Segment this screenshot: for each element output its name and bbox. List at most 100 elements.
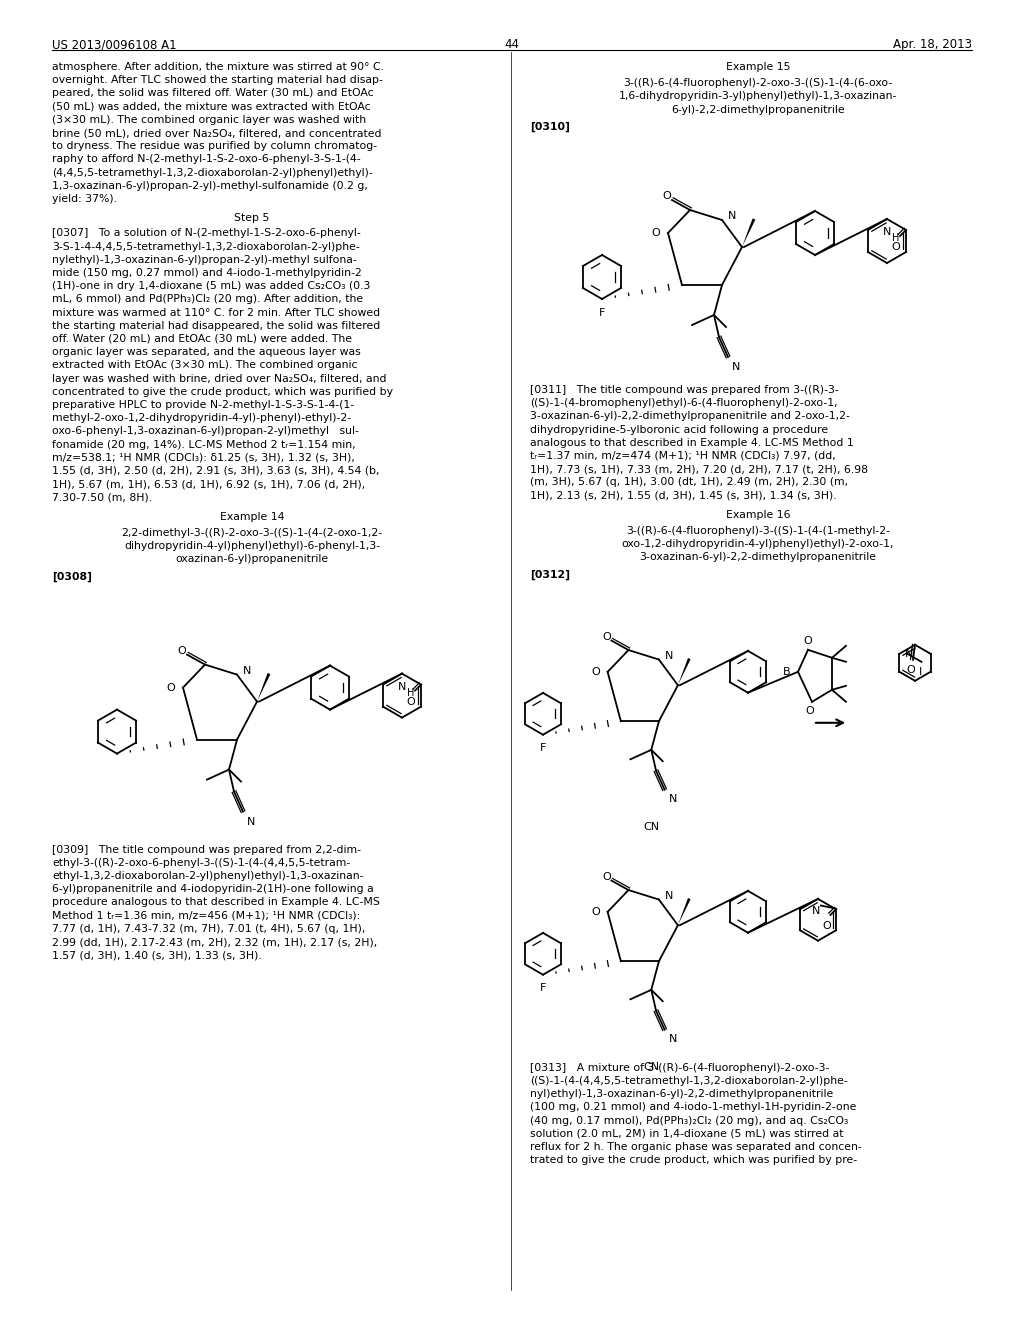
Text: nylethyl)-1,3-oxazinan-6-yl)propan-2-yl)-methyl sulfona-: nylethyl)-1,3-oxazinan-6-yl)propan-2-yl)…: [52, 255, 356, 265]
Text: 2.99 (dd, 1H), 2.17-2.43 (m, 2H), 2.32 (m, 1H), 2.17 (s, 2H),: 2.99 (dd, 1H), 2.17-2.43 (m, 2H), 2.32 (…: [52, 937, 377, 946]
Text: O: O: [892, 242, 900, 252]
Text: 3-((R)-6-(4-fluorophenyl)-2-oxo-3-((S)-1-(4-(6-oxo-: 3-((R)-6-(4-fluorophenyl)-2-oxo-3-((S)-1…: [624, 78, 893, 88]
Text: 1.55 (d, 3H), 2.50 (d, 2H), 2.91 (s, 3H), 3.63 (s, 3H), 4.54 (b,: 1.55 (d, 3H), 2.50 (d, 2H), 2.91 (s, 3H)…: [52, 466, 380, 477]
Text: N: N: [904, 649, 912, 659]
Text: ethyl-1,3,2-dioxaborolan-2-yl)phenyl)ethyl)-1,3-oxazinan-: ethyl-1,3,2-dioxaborolan-2-yl)phenyl)eth…: [52, 871, 364, 880]
Text: 3-((R)-6-(4-fluorophenyl)-3-((S)-1-(4-(1-methyl-2-: 3-((R)-6-(4-fluorophenyl)-3-((S)-1-(4-(1…: [626, 525, 890, 536]
Text: N: N: [732, 362, 740, 372]
Text: Method 1 tᵣ=1.36 min, m/z=456 (M+1); ¹H NMR (CDCl₃):: Method 1 tᵣ=1.36 min, m/z=456 (M+1); ¹H …: [52, 911, 360, 920]
Text: O: O: [804, 636, 812, 645]
Text: N: N: [665, 891, 673, 900]
Polygon shape: [678, 898, 690, 925]
Text: to dryness. The residue was purified by column chromatog-: to dryness. The residue was purified by …: [52, 141, 377, 152]
Text: 3-S-1-4-4,4,5,5-tetramethyl-1,3,2-dioxaborolan-2-yl)phe-: 3-S-1-4-4,4,5,5-tetramethyl-1,3,2-dioxab…: [52, 242, 359, 252]
Text: raphy to afford N-(2-methyl-1-S-2-oxo-6-phenyl-3-S-1-(4-: raphy to afford N-(2-methyl-1-S-2-oxo-6-…: [52, 154, 360, 165]
Text: 1H), 2.13 (s, 2H), 1.55 (d, 3H), 1.45 (s, 3H), 1.34 (s, 3H).: 1H), 2.13 (s, 2H), 1.55 (d, 3H), 1.45 (s…: [530, 491, 837, 500]
Text: oxo-6-phenyl-1,3-oxazinan-6-yl)propan-2-yl)methyl   sul-: oxo-6-phenyl-1,3-oxazinan-6-yl)propan-2-…: [52, 426, 358, 437]
Text: O: O: [407, 697, 416, 706]
Text: O: O: [602, 871, 611, 882]
Text: 1,6-dihydropyridin-3-yl)phenyl)ethyl)-1,3-oxazinan-: 1,6-dihydropyridin-3-yl)phenyl)ethyl)-1,…: [618, 91, 897, 102]
Text: mL, 6 mmol) and Pd(PPh₃)Cl₂ (20 mg). After addition, the: mL, 6 mmol) and Pd(PPh₃)Cl₂ (20 mg). Aft…: [52, 294, 364, 305]
Text: Step 5: Step 5: [234, 214, 269, 223]
Text: [0307]   To a solution of N-(2-methyl-1-S-2-oxo-6-phenyl-: [0307] To a solution of N-(2-methyl-1-S-…: [52, 228, 360, 239]
Text: ((S)-1-(4-(4,4,5,5-tetramethyl-1,3,2-dioxaborolan-2-yl)phe-: ((S)-1-(4-(4,4,5,5-tetramethyl-1,3,2-dio…: [530, 1076, 848, 1086]
Text: O: O: [591, 667, 600, 677]
Text: [0310]: [0310]: [530, 121, 570, 132]
Text: (m, 3H), 5.67 (q, 1H), 3.00 (dt, 1H), 2.49 (m, 2H), 2.30 (m,: (m, 3H), 5.67 (q, 1H), 3.00 (dt, 1H), 2.…: [530, 478, 848, 487]
Text: Example 16: Example 16: [726, 510, 791, 520]
Text: analogous to that described in Example 4. LC-MS Method 1: analogous to that described in Example 4…: [530, 438, 854, 447]
Text: mide (150 mg, 0.27 mmol) and 4-iodo-1-methylpyridin-2: mide (150 mg, 0.27 mmol) and 4-iodo-1-me…: [52, 268, 361, 279]
Text: N: N: [812, 906, 820, 916]
Text: ethyl-3-((R)-2-oxo-6-phenyl-3-((S)-1-(4-(4,4,5,5-tetram-: ethyl-3-((R)-2-oxo-6-phenyl-3-((S)-1-(4-…: [52, 858, 350, 867]
Text: organic layer was separated, and the aqueous layer was: organic layer was separated, and the aqu…: [52, 347, 360, 358]
Text: [0313]   A mixture of 3-((R)-6-(4-fluorophenyl)-2-oxo-3-: [0313] A mixture of 3-((R)-6-(4-fluoroph…: [530, 1063, 829, 1073]
Text: ((S)-1-(4-bromophenyl)ethyl)-6-(4-fluorophenyl)-2-oxo-1,: ((S)-1-(4-bromophenyl)ethyl)-6-(4-fluoro…: [530, 399, 838, 408]
Text: (4,4,5,5-tetramethyl-1,3,2-dioxaborolan-2-yl)phenyl)ethyl)-: (4,4,5,5-tetramethyl-1,3,2-dioxaborolan-…: [52, 168, 373, 178]
Text: Example 15: Example 15: [726, 62, 791, 73]
Text: trated to give the crude product, which was purified by pre-: trated to give the crude product, which …: [530, 1155, 857, 1166]
Polygon shape: [257, 673, 270, 702]
Text: fonamide (20 mg, 14%). LC-MS Method 2 tᵣ=1.154 min,: fonamide (20 mg, 14%). LC-MS Method 2 tᵣ…: [52, 440, 355, 450]
Text: off. Water (20 mL) and EtOAc (30 mL) were added. The: off. Water (20 mL) and EtOAc (30 mL) wer…: [52, 334, 352, 345]
Text: m/z=538.1; ¹H NMR (CDCl₃): δ1.25 (s, 3H), 1.32 (s, 3H),: m/z=538.1; ¹H NMR (CDCl₃): δ1.25 (s, 3H)…: [52, 453, 355, 463]
Text: 1H), 5.67 (m, 1H), 6.53 (d, 1H), 6.92 (s, 1H), 7.06 (d, 2H),: 1H), 5.67 (m, 1H), 6.53 (d, 1H), 6.92 (s…: [52, 479, 366, 490]
Text: layer was washed with brine, dried over Na₂SO₄, filtered, and: layer was washed with brine, dried over …: [52, 374, 386, 384]
Text: concentrated to give the crude product, which was purified by: concentrated to give the crude product, …: [52, 387, 393, 397]
Text: CN: CN: [643, 1061, 659, 1072]
Text: F: F: [540, 983, 546, 993]
Text: peared, the solid was filtered off. Water (30 mL) and EtOAc: peared, the solid was filtered off. Wate…: [52, 88, 374, 99]
Text: 2,2-dimethyl-3-((R)-2-oxo-3-((S)-1-(4-(2-oxo-1,2-: 2,2-dimethyl-3-((R)-2-oxo-3-((S)-1-(4-(2…: [122, 528, 383, 537]
Text: O: O: [651, 228, 660, 238]
Text: Apr. 18, 2013: Apr. 18, 2013: [893, 38, 972, 51]
Text: N: N: [669, 795, 677, 804]
Text: preparative HPLC to provide N-2-methyl-1-S-3-S-1-4-(1-: preparative HPLC to provide N-2-methyl-1…: [52, 400, 354, 411]
Text: atmosphere. After addition, the mixture was stirred at 90° C.: atmosphere. After addition, the mixture …: [52, 62, 384, 73]
Text: methyl-2-oxo-1,2-dihydropyridin-4-yl)-phenyl)-ethyl)-2-: methyl-2-oxo-1,2-dihydropyridin-4-yl)-ph…: [52, 413, 351, 424]
Text: H: H: [892, 234, 899, 243]
Text: [0311]   The title compound was prepared from 3-((R)-3-: [0311] The title compound was prepared f…: [530, 385, 839, 395]
Polygon shape: [678, 659, 690, 685]
Text: F: F: [540, 743, 546, 754]
Text: O: O: [663, 191, 672, 201]
Text: (3×30 mL). The combined organic layer was washed with: (3×30 mL). The combined organic layer wa…: [52, 115, 367, 125]
Text: oxazinan-6-yl)propanenitrile: oxazinan-6-yl)propanenitrile: [175, 554, 329, 564]
Text: [0312]: [0312]: [530, 570, 570, 579]
Text: 6-yl)-2,2-dimethylpropanenitrile: 6-yl)-2,2-dimethylpropanenitrile: [671, 104, 845, 115]
Text: B: B: [782, 667, 790, 677]
Text: nyl)ethyl)-1,3-oxazinan-6-yl)-2,2-dimethylpropanenitrile: nyl)ethyl)-1,3-oxazinan-6-yl)-2,2-dimeth…: [530, 1089, 834, 1100]
Text: (40 mg, 0.17 mmol), Pd(PPh₃)₂Cl₂ (20 mg), and aq. Cs₂CO₃: (40 mg, 0.17 mmol), Pd(PPh₃)₂Cl₂ (20 mg)…: [530, 1115, 848, 1126]
Text: [0309]   The title compound was prepared from 2,2-dim-: [0309] The title compound was prepared f…: [52, 845, 361, 854]
Text: O: O: [591, 907, 600, 917]
Text: Example 14: Example 14: [220, 512, 285, 521]
Text: 6-yl)propanenitrile and 4-iodopyridin-2(1H)-one following a: 6-yl)propanenitrile and 4-iodopyridin-2(…: [52, 884, 374, 894]
Text: dihydropyridin-4-yl)phenyl)ethyl)-6-phenyl-1,3-: dihydropyridin-4-yl)phenyl)ethyl)-6-phen…: [124, 541, 380, 550]
Text: 3-oxazinan-6-yl)-2,2-dimethylpropanenitrile and 2-oxo-1,2-: 3-oxazinan-6-yl)-2,2-dimethylpropanenitr…: [530, 412, 850, 421]
Text: procedure analogous to that described in Example 4. LC-MS: procedure analogous to that described in…: [52, 898, 380, 907]
Text: I: I: [919, 667, 923, 677]
Text: 7.30-7.50 (m, 8H).: 7.30-7.50 (m, 8H).: [52, 492, 153, 503]
Text: reflux for 2 h. The organic phase was separated and concen-: reflux for 2 h. The organic phase was se…: [530, 1142, 862, 1152]
Polygon shape: [742, 218, 756, 247]
Text: O: O: [602, 632, 611, 642]
Text: (50 mL) was added, the mixture was extracted with EtOAc: (50 mL) was added, the mixture was extra…: [52, 102, 371, 112]
Text: N: N: [728, 211, 736, 220]
Text: F: F: [599, 308, 605, 318]
Text: O: O: [906, 665, 915, 675]
Text: the starting material had disappeared, the solid was filtered: the starting material had disappeared, t…: [52, 321, 380, 331]
Text: (100 mg, 0.21 mmol) and 4-iodo-1-methyl-1H-pyridin-2-one: (100 mg, 0.21 mmol) and 4-iodo-1-methyl-…: [530, 1102, 856, 1113]
Text: 1,3-oxazinan-6-yl)propan-2-yl)-methyl-sulfonamide (0.2 g,: 1,3-oxazinan-6-yl)propan-2-yl)-methyl-su…: [52, 181, 368, 191]
Text: O: O: [166, 682, 175, 693]
Text: O: O: [806, 706, 814, 715]
Text: yield: 37%).: yield: 37%).: [52, 194, 117, 205]
Text: tᵣ=1.37 min, m/z=474 (M+1); ¹H NMR (CDCl₃) 7.97, (dd,: tᵣ=1.37 min, m/z=474 (M+1); ¹H NMR (CDCl…: [530, 451, 836, 461]
Text: O: O: [177, 645, 186, 656]
Text: (1H)-one in dry 1,4-dioxane (5 mL) was added Cs₂CO₃ (0.3: (1H)-one in dry 1,4-dioxane (5 mL) was a…: [52, 281, 371, 292]
Text: dihydropyridine-5-ylboronic acid following a procedure: dihydropyridine-5-ylboronic acid followi…: [530, 425, 828, 434]
Text: N: N: [665, 651, 673, 661]
Text: N: N: [669, 1035, 677, 1044]
Text: 7.77 (d, 1H), 7.43-7.32 (m, 7H), 7.01 (t, 4H), 5.67 (q, 1H),: 7.77 (d, 1H), 7.43-7.32 (m, 7H), 7.01 (t…: [52, 924, 366, 933]
Text: O: O: [822, 921, 830, 931]
Text: N: N: [243, 665, 251, 676]
Text: CN: CN: [643, 822, 659, 832]
